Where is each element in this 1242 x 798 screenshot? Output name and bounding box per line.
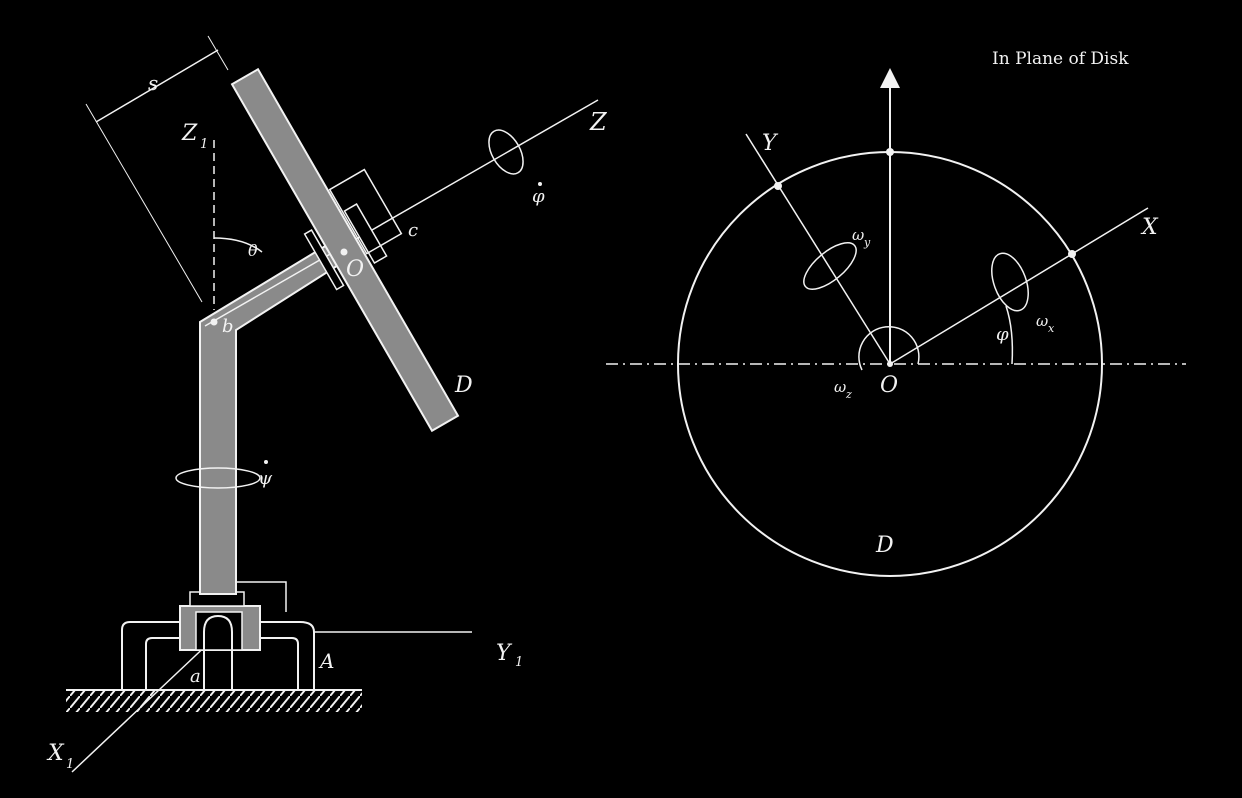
clevis: [203, 614, 233, 690]
z-axis: [204, 99, 599, 327]
omega-x-rotation-indicator: [991, 252, 1029, 312]
label-z1: Z: [181, 121, 198, 146]
label-x1-sub: 1: [66, 757, 74, 772]
bracket-c: [328, 168, 403, 255]
label-omega-x: ω: [1036, 312, 1048, 330]
left-figure: s Z 1 Z θ φ c O b D ψ Y 1 a A X 1: [46, 35, 608, 773]
point-x-on-disk: [1068, 250, 1076, 258]
label-z1-sub: 1: [200, 137, 208, 152]
label-omega-z-sub: z: [845, 388, 852, 401]
phi-dot-marker: [538, 182, 542, 186]
point-top-on-disk: [886, 148, 894, 156]
hub-left: [303, 229, 345, 291]
y-axis: [745, 133, 891, 365]
label-d-right: D: [875, 533, 894, 558]
label-psi-dot: ψ: [258, 468, 273, 489]
dimension-s-ext-right: [207, 35, 229, 71]
label-phi: φ: [996, 324, 1009, 345]
label-y: Y: [762, 131, 779, 156]
psi-dot-marker: [264, 460, 268, 464]
center-o: [887, 361, 893, 367]
bearing-inner: [195, 611, 243, 651]
dimension-s-ext-left: [85, 103, 203, 303]
label-o-right: O: [880, 373, 898, 398]
label-omega-x-sub: x: [1048, 322, 1055, 335]
label-b: b: [222, 316, 234, 337]
step-indicator: [234, 581, 287, 612]
right-figure: In Plane of Disk Y X ω y ω x ω z φ O D: [606, 49, 1186, 577]
omega-z-rotation-indicator: [858, 325, 920, 371]
label-phi-dot: φ: [532, 186, 545, 207]
ground-hatch: [66, 690, 362, 712]
point-b: [210, 318, 218, 326]
phi-angle-arc: [1005, 305, 1014, 365]
label-c: c: [408, 220, 418, 241]
label-z: Z: [589, 108, 608, 136]
label-a-upper: A: [318, 649, 334, 673]
label-y1: Y: [496, 641, 513, 666]
label-d: D: [454, 373, 473, 398]
psi-rotation-indicator: [175, 467, 261, 489]
label-theta: θ: [248, 241, 258, 260]
label-x1: X: [46, 741, 65, 766]
theta-arc: [213, 237, 263, 253]
label-x: X: [1140, 215, 1159, 240]
shaft: [199, 240, 342, 595]
label-omega-y: ω: [852, 226, 864, 244]
label-omega-z: ω: [834, 378, 846, 396]
point-y-on-disk: [774, 182, 782, 190]
label-o: O: [346, 257, 364, 282]
omega-y-rotation-indicator: [803, 242, 857, 290]
x1-axis: [71, 639, 213, 773]
phi-rotation-indicator: [488, 129, 524, 175]
label-s: s: [148, 71, 158, 95]
dimension-s: [95, 49, 219, 123]
x-axis: [889, 207, 1149, 365]
label-omega-y-sub: y: [863, 236, 871, 249]
label-y1-sub: 1: [515, 655, 523, 670]
label-a-lower: a: [190, 666, 201, 687]
in-plane-note: In Plane of Disk: [992, 49, 1129, 69]
point-o: [340, 248, 348, 256]
